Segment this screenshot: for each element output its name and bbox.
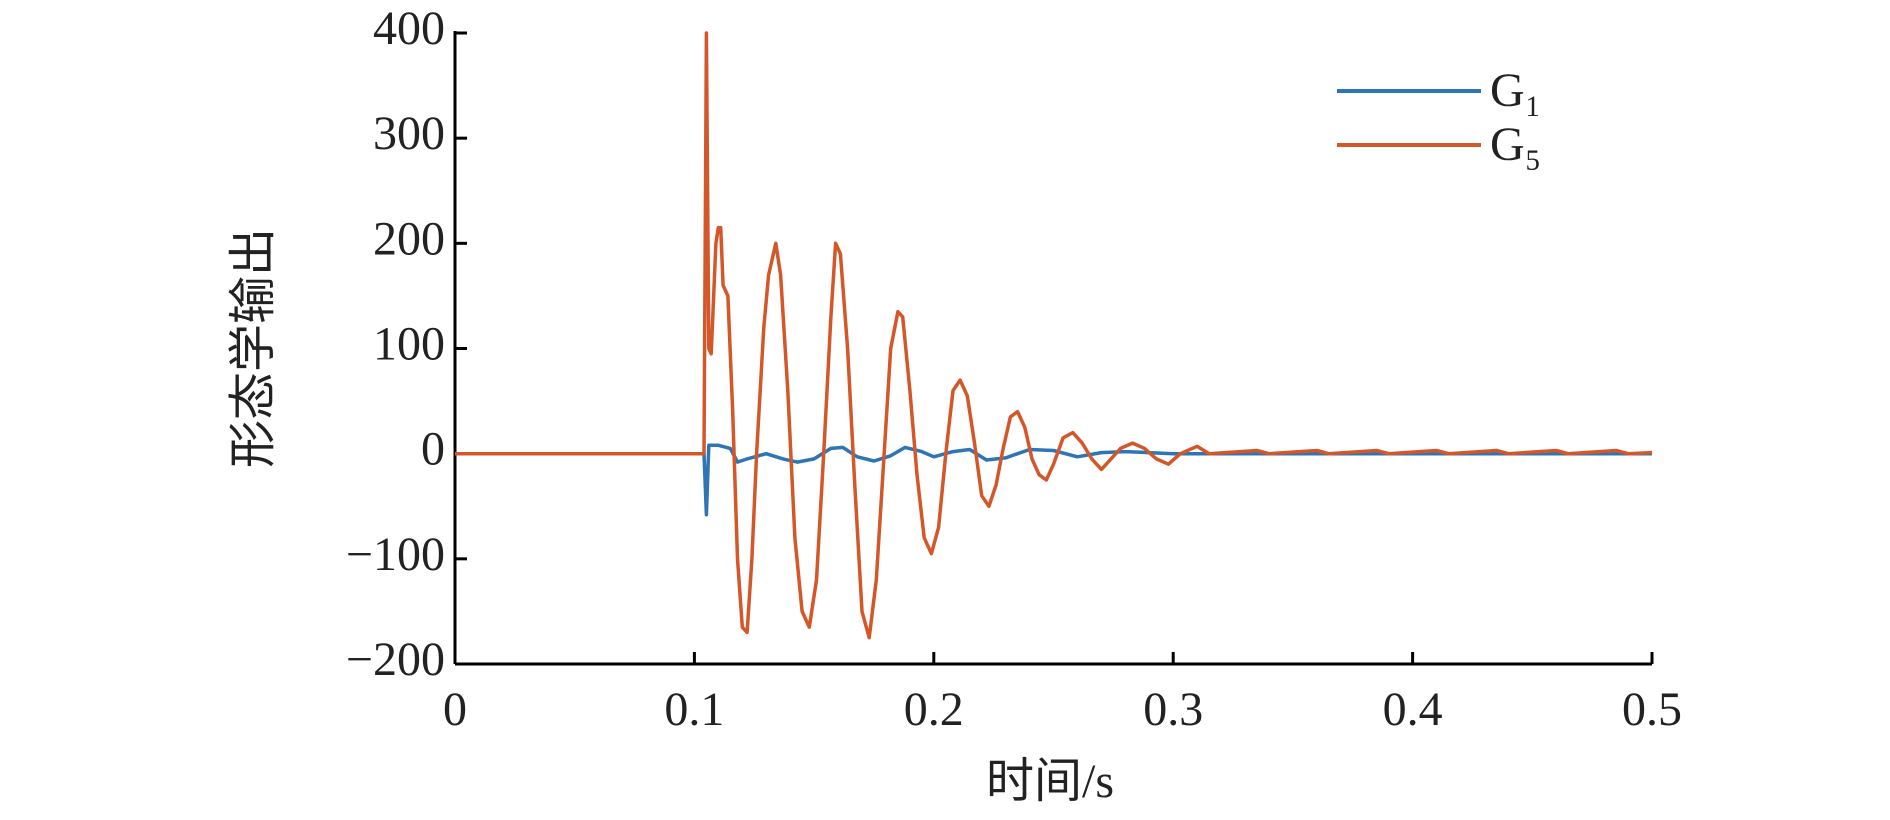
series-line: [455, 443, 1652, 517]
x-tick-label: 0.2: [904, 683, 964, 736]
series-line: [455, 31, 1653, 640]
y-axis-label: 形态学输出: [227, 228, 280, 468]
x-tick-label: 0.5: [1622, 683, 1682, 736]
x-tick-label: 0.4: [1383, 683, 1443, 736]
y-tick-label: 200: [373, 212, 445, 265]
y-tick-label: 0: [421, 423, 445, 476]
y-tick-label: 300: [373, 107, 445, 160]
y-tick-label: −200: [346, 633, 445, 686]
y-tick-label: 100: [373, 318, 445, 371]
legend-label: G₁: [1490, 64, 1541, 117]
x-tick-label: 0.1: [664, 683, 724, 736]
x-tick-label: 0: [443, 683, 467, 736]
y-tick-label: 400: [373, 2, 445, 55]
x-tick-label: 0.3: [1143, 683, 1203, 736]
x-axis-label: 时间/s: [986, 755, 1114, 808]
y-tick-label: −100: [346, 528, 445, 581]
legend-label: G₅: [1490, 118, 1541, 171]
